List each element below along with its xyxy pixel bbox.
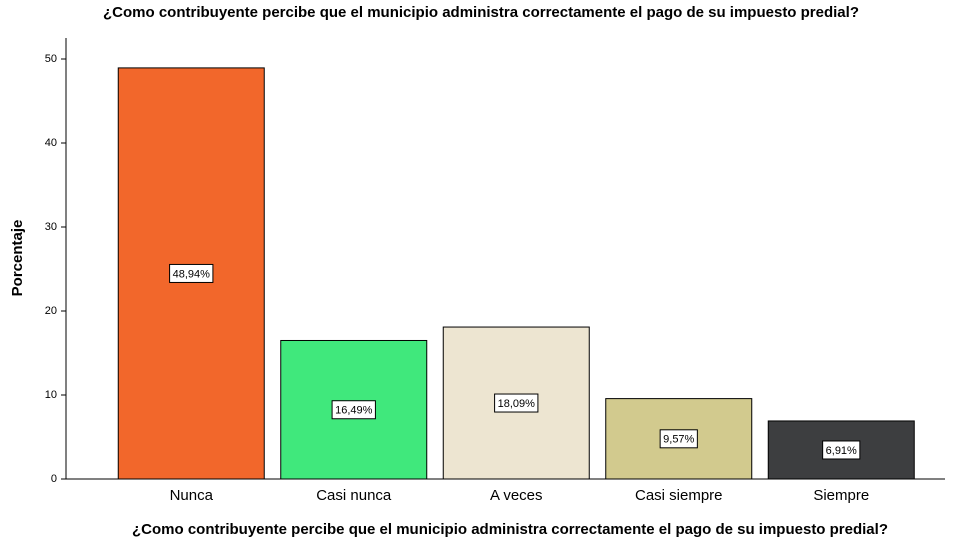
value-label-box	[659, 429, 698, 449]
x-tick-label: Casi siempre	[635, 487, 723, 504]
y-axis-label: Porcentaje	[9, 220, 26, 297]
value-label: 48,94%	[173, 268, 211, 280]
x-tick-label: Casi nunca	[316, 487, 392, 504]
y-tick-label: 30	[45, 221, 57, 233]
value-label: 16,49%	[335, 405, 373, 417]
value-label: 9,57%	[663, 434, 694, 446]
y-tick-label: 50	[45, 53, 57, 65]
x-tick-label: Siempre	[813, 487, 869, 504]
value-label-box	[494, 393, 539, 413]
value-label-box	[169, 263, 214, 283]
value-label-box	[331, 400, 376, 420]
y-tick-label: 10	[45, 389, 57, 401]
value-label: 18,09%	[498, 398, 536, 410]
x-axis-label: ¿Como contribuyente percibe que el munic…	[132, 521, 888, 538]
y-tick-label: 0	[51, 473, 57, 485]
y-tick-label: 20	[45, 305, 57, 317]
value-label-box	[822, 440, 861, 460]
value-label: 6,91%	[826, 445, 857, 457]
chart-title: ¿Como contribuyente percibe que el munic…	[103, 4, 859, 21]
y-tick-label: 40	[45, 137, 57, 149]
x-tick-label: A veces	[490, 487, 543, 504]
x-tick-label: Nunca	[170, 487, 214, 504]
